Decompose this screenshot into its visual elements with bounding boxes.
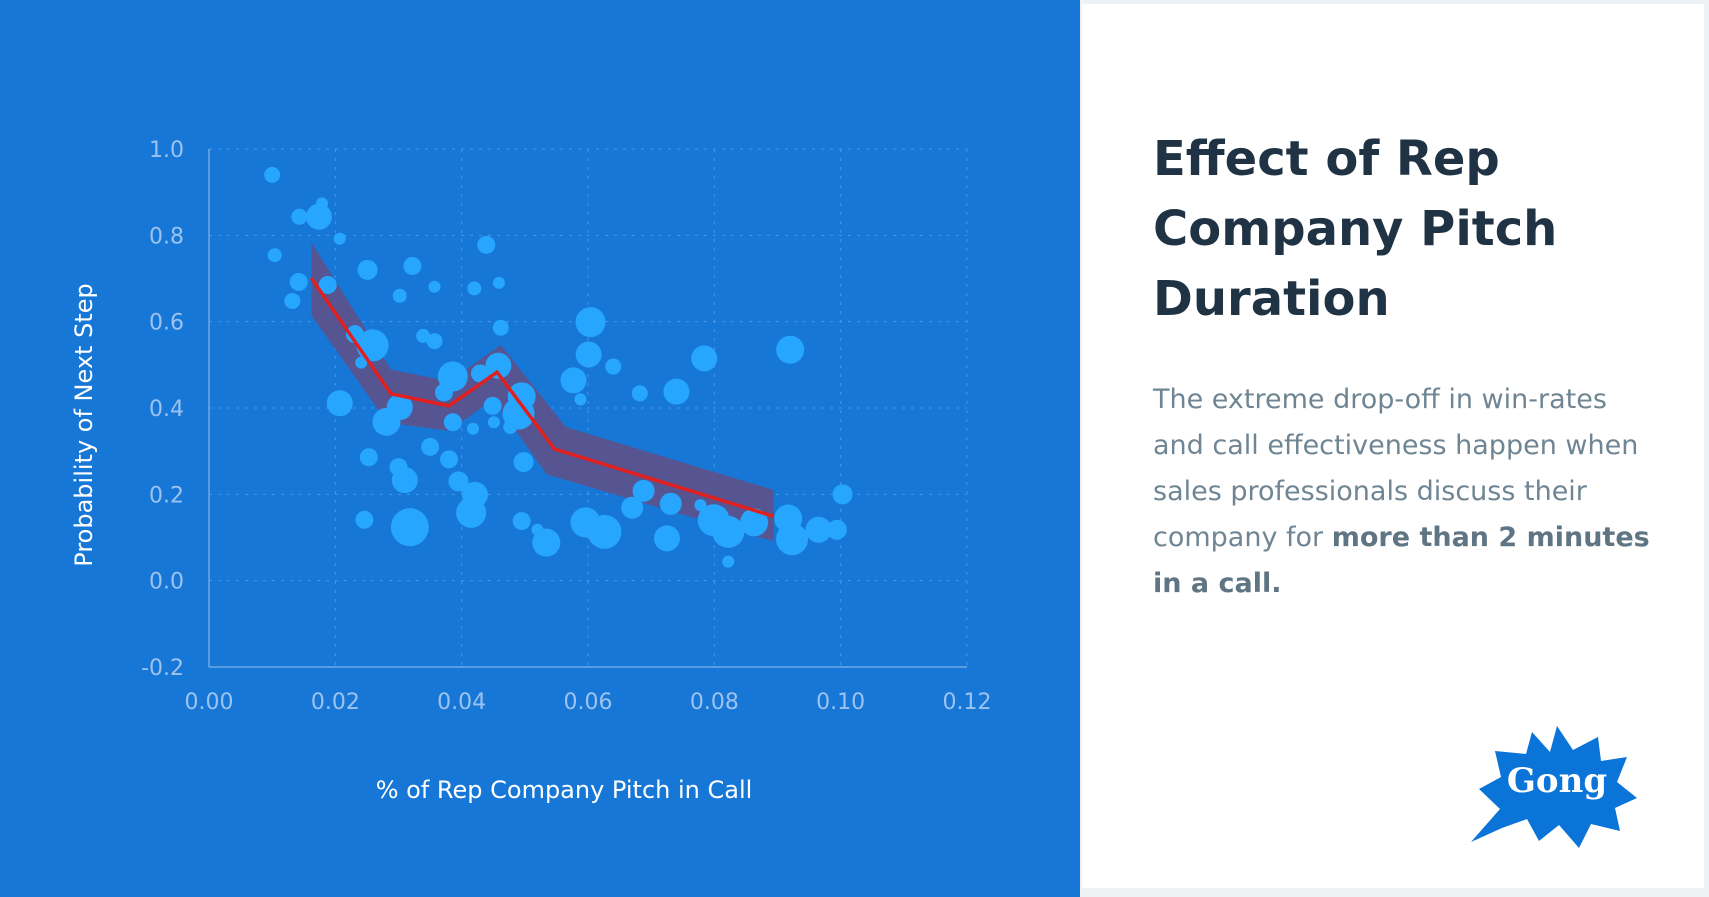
gong-logo: Gong [1467,724,1647,849]
x-tick-label: 0.06 [564,690,613,715]
x-tick-label: 0.10 [816,690,865,715]
data-point [605,358,622,375]
y-tick-label: -0.2 [141,656,184,681]
x-tick-label: 0.08 [690,690,739,715]
logo-text: Gong [1506,761,1608,801]
confidence-band-group [311,242,774,542]
data-point [477,235,496,254]
data-point [467,281,482,296]
data-point [318,275,337,294]
y-tick-label: 0.8 [149,224,184,249]
data-point [456,497,487,528]
starburst-icon [1471,726,1637,848]
y-tick-label: 0.0 [149,570,184,595]
data-point [305,203,332,230]
data-point [483,396,502,415]
data-point [416,328,431,343]
data-point [722,555,735,568]
x-tick-label: 0.12 [943,690,992,715]
data-point [805,516,832,543]
data-point [659,492,682,515]
y-tick-label: 1.0 [149,138,184,163]
data-point [390,508,429,547]
y-tick-label: 0.2 [149,483,184,508]
data-point [440,450,459,469]
description: The extreme drop-off in win-rates and ca… [1153,377,1653,607]
data-point [621,496,644,519]
data-point [421,437,440,456]
data-point [470,364,489,383]
y-tick-label: 0.6 [149,311,184,336]
data-point [391,467,418,494]
data-point [333,232,346,245]
data-point [426,333,443,350]
y-axis-label: Probability of Next Step [70,283,98,566]
data-point [503,419,518,434]
x-tick-label: 0.02 [311,690,360,715]
confidence-band [311,242,774,542]
scatter-chart: 1.0 0.8 0.6 0.4 0.2 0.0 -0.20.00 0.02 0.04 0.06 0.… [70,138,991,804]
data-point [492,319,509,336]
data-point [574,393,587,406]
data-point [485,352,512,379]
data-point [443,413,462,432]
data-point [428,280,441,293]
x-tick-label: 0.00 [185,690,234,715]
data-point [356,329,389,362]
data-point [284,292,301,309]
data-point [267,248,282,263]
data-point [587,514,622,549]
data-point [326,390,353,417]
description-emphasis: more than 2 minutes in a call. [1153,522,1650,599]
ticks-group: 1.0 0.8 0.6 0.4 0.2 0.0 -0.20.00 0.02 0.04 0.06 0.… [141,138,991,715]
data-point [712,515,745,548]
data-point [776,335,805,364]
description-text: The extreme drop-off in win-rates and ca… [1153,384,1639,553]
x-axis-label: % of Rep Company Pitch in Call [376,776,753,804]
chart-panel: 1.0 0.8 0.6 0.4 0.2 0.0 -0.2 0.00 0.02 0.04 0.06 0.… [0,0,1080,897]
data-point [826,519,847,540]
data-point [403,256,422,275]
trend-line-group [309,277,775,519]
y-tick-label: 0.4 [149,397,184,422]
data-point [448,471,469,492]
data-point [653,525,680,552]
data-point [359,448,378,467]
data-point [355,510,374,529]
page-title: Effect of Rep Company Pitch Duration [1153,131,1558,327]
data-point [832,484,853,505]
data-point [316,197,329,210]
data-point [487,416,500,429]
data-point [386,394,413,421]
data-point [291,208,308,225]
data-point [264,166,281,183]
data-point [532,528,561,557]
trend-line [309,277,775,519]
data-point [740,508,769,537]
data-point [776,523,809,556]
data-point [289,272,308,291]
data-point [434,383,453,402]
data-point [560,367,587,394]
info-panel: Effect of Rep Company Pitch Duration The… [1082,4,1704,888]
data-point [492,276,505,289]
data-point [512,512,531,531]
data-point [663,378,690,405]
data-point [355,356,368,369]
data-point [631,385,648,402]
x-tick-label: 0.04 [437,690,486,715]
points-group [264,166,853,568]
data-point [691,345,718,372]
data-point [392,288,407,303]
data-point [575,341,602,368]
data-point [632,479,655,502]
data-point [357,259,378,280]
data-point [513,451,534,472]
data-point [467,422,480,435]
data-point [575,307,606,338]
